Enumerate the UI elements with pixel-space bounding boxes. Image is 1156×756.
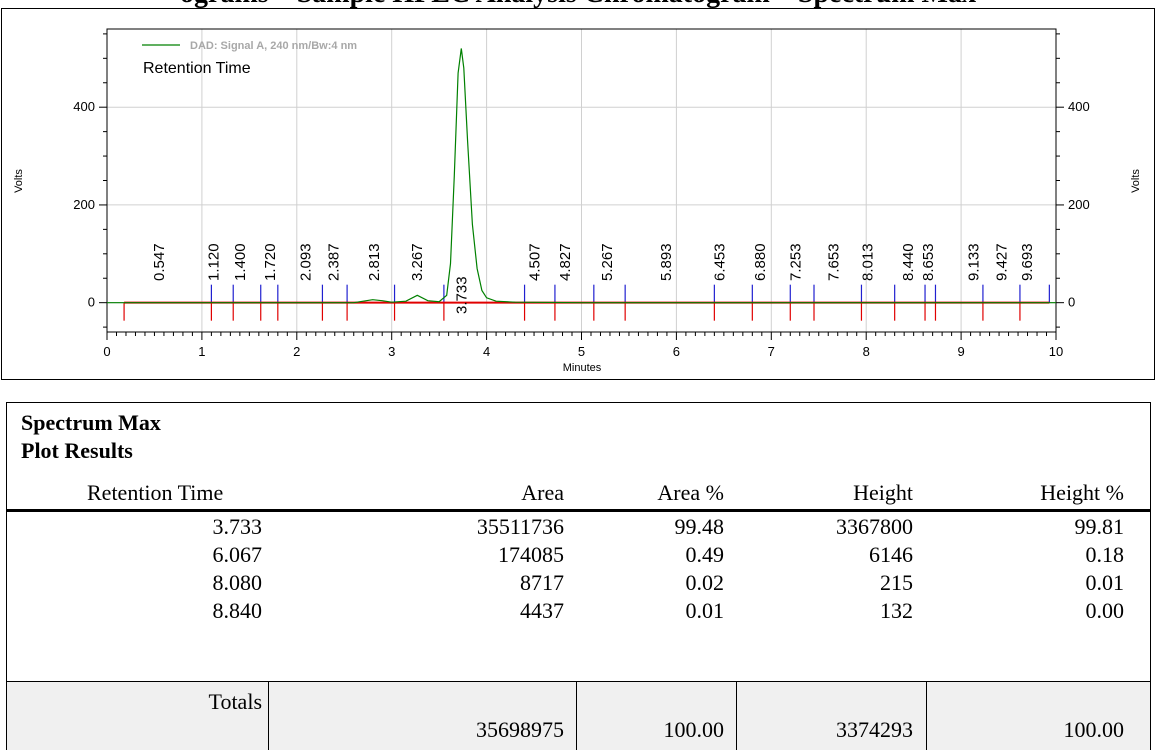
totals-height-pct: 100.00 <box>1063 717 1125 742</box>
x-tick-label: 2 <box>293 344 300 359</box>
totals-area: 35698975 <box>476 717 564 742</box>
x-tick-label: 8 <box>863 344 870 359</box>
totals-divider <box>268 682 269 750</box>
x-tick-label: 1 <box>198 344 205 359</box>
totals-divider <box>576 682 577 750</box>
peak-rt-label: 0.547 <box>151 243 168 281</box>
peak-rt-label: 8.653 <box>920 243 937 281</box>
y-left-tick-label: 200 <box>73 197 95 212</box>
legend-label: DAD: Signal A, 240 nm/Bw:4 nm <box>190 40 357 52</box>
col-header-retention-time: Retention Time <box>87 480 224 505</box>
cell-height-pct: 0.01 <box>1085 570 1125 595</box>
peak-rt-label: 6.880 <box>752 243 769 281</box>
y-left-tick-label: 0 <box>88 295 95 310</box>
x-tick-label: 5 <box>578 344 585 359</box>
totals-box: Totals 35698975 100.00 3374293 100.00 <box>7 681 1150 750</box>
totals-label: Totals <box>208 689 262 714</box>
peak-rt-label: 2.093 <box>298 243 315 281</box>
col-header-area: Area <box>521 480 564 505</box>
cell-height: 6146 <box>869 542 913 567</box>
x-tick-label: 7 <box>768 344 775 359</box>
peak-rt-label: 9.693 <box>1019 243 1036 281</box>
x-tick-label: 0 <box>103 344 110 359</box>
peak-rt-label: 2.813 <box>366 243 383 281</box>
y-left-tick-label: 400 <box>73 99 95 114</box>
y-axis-label-left: Volts <box>13 169 25 193</box>
totals-divider <box>736 682 737 750</box>
peak-rt-label: 5.893 <box>658 243 675 281</box>
cell-area-pct: 0.02 <box>685 570 725 595</box>
page-heading: ograms – Sample HPLC Analysis Chromatogr… <box>0 0 1156 10</box>
peak-rt-label: 3.267 <box>409 243 426 281</box>
col-header-area-pct: Area % <box>657 480 724 505</box>
x-tick-label: 10 <box>1049 344 1063 359</box>
cell-area: 35511736 <box>476 514 564 539</box>
peak-rt-label: 9.133 <box>966 243 983 281</box>
results-panel: Spectrum Max Plot Results Retention Time… <box>6 402 1151 750</box>
results-subtitle: Plot Results <box>21 438 133 463</box>
x-tick-label: 9 <box>957 344 964 359</box>
cell-area: 4437 <box>520 598 564 623</box>
y-axis-label-right: Volts <box>1130 169 1142 193</box>
cell-retention-time: 8.080 <box>212 570 263 595</box>
peak-rt-label: 3.733 <box>453 276 470 314</box>
x-axis-label: Minutes <box>563 362 602 374</box>
peak-rt-label: 5.267 <box>599 243 616 281</box>
peak-rt-label: 4.507 <box>527 243 544 281</box>
cell-height: 215 <box>880 570 913 595</box>
peak-rt-label: 6.453 <box>711 243 728 281</box>
chromatogram-chart: 0 1 2 3 4 5 6 7 8 9 10 0 0 200 200 400 400 Minutes Volts Vo… <box>13 28 1142 374</box>
x-tick-label: 4 <box>483 344 490 359</box>
cell-height-pct: 0.18 <box>1085 542 1125 567</box>
cell-area: 8717 <box>520 570 564 595</box>
totals-area-pct: 100.00 <box>663 717 725 742</box>
cell-height-pct: 99.81 <box>1074 514 1125 539</box>
peak-rt-label: 7.253 <box>787 243 804 281</box>
x-tick-label: 3 <box>388 344 395 359</box>
page-heading-cropped: ograms – Sample HPLC Analysis Chromatogr… <box>0 0 1156 10</box>
y-right-tick-label: 400 <box>1068 99 1090 114</box>
signal-trace <box>107 48 1056 304</box>
y-right-tick-label: 0 <box>1068 295 1075 310</box>
cell-height: 3367800 <box>836 514 913 539</box>
totals-divider <box>926 682 927 750</box>
cell-area-pct: 0.01 <box>685 598 725 623</box>
totals-height: 3374293 <box>836 717 913 742</box>
cell-area-pct: 99.48 <box>674 514 725 539</box>
peak-rt-label: 7.653 <box>825 243 842 281</box>
peak-rt-label: 1.120 <box>205 243 222 281</box>
chromatogram-panel: 0 1 2 3 4 5 6 7 8 9 10 0 0 200 200 400 400 Minutes Volts Vo… <box>1 8 1155 380</box>
peak-rt-label: 9.427 <box>994 243 1011 281</box>
peak-rt-label: 1.720 <box>262 243 279 281</box>
peak-rt-label: 8.013 <box>859 243 876 281</box>
x-tick-label: 6 <box>673 344 680 359</box>
peak-rt-label: 8.440 <box>900 243 917 281</box>
cell-retention-time: 6.067 <box>212 542 263 567</box>
peak-rt-label: 2.387 <box>326 243 343 281</box>
cell-height: 132 <box>880 598 913 623</box>
results-title: Spectrum Max <box>21 410 161 435</box>
cell-retention-time: 3.733 <box>212 514 263 539</box>
header-rule <box>7 509 1150 512</box>
y-right-tick-label: 200 <box>1068 197 1090 212</box>
legend-title: Retention Time <box>143 60 251 77</box>
col-header-height-pct: Height % <box>1040 480 1124 505</box>
col-header-height: Height <box>853 480 913 505</box>
cell-area-pct: 0.49 <box>685 542 725 567</box>
peak-rt-label: 1.400 <box>232 243 249 281</box>
cell-retention-time: 8.840 <box>212 598 263 623</box>
cell-area: 174085 <box>498 542 564 567</box>
cell-height-pct: 0.00 <box>1085 598 1125 623</box>
peak-rt-label: 4.827 <box>557 243 574 281</box>
